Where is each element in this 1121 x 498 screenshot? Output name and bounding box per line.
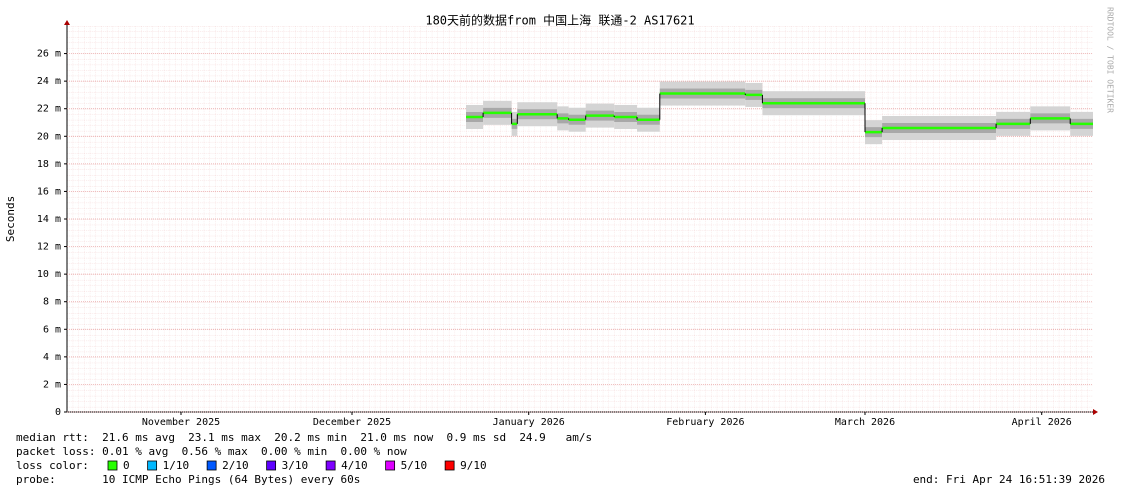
probe: probe: 10 ICMP Echo Pings (64 Bytes) eve… <box>16 473 360 486</box>
y-tick-label: 12 m <box>37 242 61 253</box>
y-tick-label: 6 m <box>43 324 61 335</box>
x-tick-label: January 2026 <box>493 417 565 428</box>
legend-swatch <box>107 460 118 471</box>
legend-label: 0 <box>123 459 130 472</box>
y-tick-label: 16 m <box>37 186 61 197</box>
y-tick-label: 22 m <box>37 104 61 115</box>
chart-title: 180天前的数据from 中国上海 联通-2 AS17621 <box>425 13 694 28</box>
y-tick-label: 18 m <box>37 159 61 170</box>
x-arrow <box>1093 409 1098 415</box>
x-tick-label: November 2025 <box>142 417 220 428</box>
x-tick-label: April 2026 <box>1012 417 1072 428</box>
legend-swatch <box>147 460 158 471</box>
y-tick-label: 26 m <box>37 49 61 60</box>
x-tick-label: December 2025 <box>313 417 391 428</box>
loss-legend-label: loss color: <box>16 459 89 472</box>
y-tick-label: 20 m <box>37 131 61 142</box>
legend-label: 3/10 <box>282 459 309 472</box>
legend-swatch <box>206 460 217 471</box>
legend-label: 5/10 <box>401 459 428 472</box>
legend-swatch <box>444 460 455 471</box>
y-tick-label: 4 m <box>43 352 61 363</box>
stats-line: median rtt: 21.6 ms avg 23.1 ms max 20.2… <box>16 431 592 444</box>
legend-label: 4/10 <box>341 459 368 472</box>
y-axis-title: Seconds <box>4 196 17 242</box>
legend-swatch <box>325 460 336 471</box>
y-arrow <box>64 20 70 25</box>
credit: RRDTOOL / TOBI OETIKER <box>1106 7 1115 113</box>
y-tick-label: 24 m <box>37 76 61 87</box>
y-tick-label: 10 m <box>37 269 61 280</box>
legend-label: 9/10 <box>460 459 487 472</box>
x-tick-label: March 2026 <box>835 417 895 428</box>
y-tick-label: 8 m <box>43 297 61 308</box>
x-tick-label: February 2026 <box>666 417 744 428</box>
stats-line: packet loss: 0.01 % avg 0.56 % max 0.00 … <box>16 445 407 458</box>
legend-label: 2/10 <box>222 459 249 472</box>
y-tick-label: 0 <box>55 407 61 418</box>
legend-label: 1/10 <box>163 459 190 472</box>
legend-swatch <box>385 460 396 471</box>
end-time: end: Fri Apr 24 16:51:39 2026 <box>913 473 1105 486</box>
legend-swatch <box>266 460 277 471</box>
y-tick-label: 14 m <box>37 214 61 225</box>
y-tick-label: 2 m <box>43 379 61 390</box>
